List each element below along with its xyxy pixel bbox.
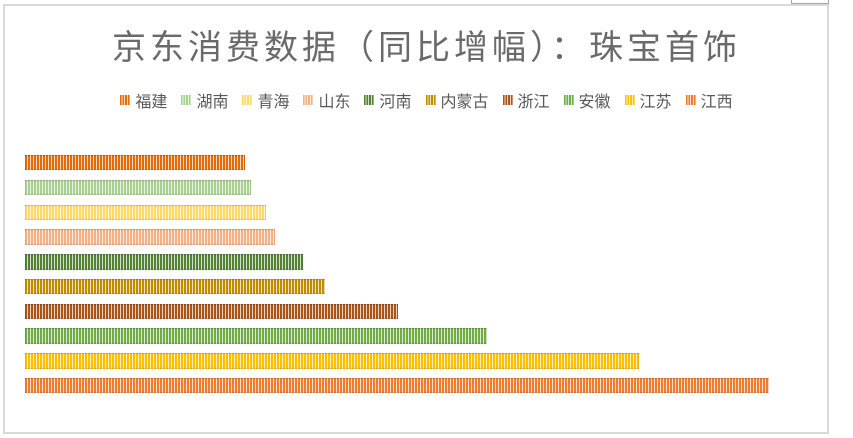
legend-item-jiangxi[interactable]: 江西 [685,88,733,112]
bar-plot-area [25,155,825,403]
legend-label: 江苏 [639,94,672,111]
legend-swatch-icon [242,95,253,105]
legend-swatch-icon [181,95,192,105]
legend-item-neimenggu[interactable]: 内蒙古 [425,88,489,112]
legend-swatch-icon [563,95,574,105]
bar-jiangsu[interactable] [25,353,639,369]
legend-label: 浙江 [517,94,550,111]
legend-label: 内蒙古 [440,94,489,111]
bar-anhui[interactable] [25,328,488,344]
legend-label: 安徽 [578,94,611,111]
legend-item-shandong[interactable]: 山东 [303,88,350,112]
legend-label: 河南 [379,94,412,111]
legend-label: 江西 [700,94,733,111]
legend-swatch-icon [425,95,436,105]
legend-swatch-icon [364,95,375,105]
bar-henan[interactable] [25,254,304,270]
bar-qinghai[interactable] [25,204,267,220]
legend-item-qinghai[interactable]: 青海 [242,88,289,112]
bar-fujian[interactable] [25,155,246,171]
bar-jiangxi[interactable] [25,378,769,394]
legend-label: 青海 [257,94,290,111]
legend-swatch-icon [502,95,513,105]
legend-swatch-icon [685,95,696,105]
legend-item-henan[interactable]: 河南 [364,88,412,112]
bar-hunan[interactable] [25,179,252,196]
legend-label: 湖南 [196,94,229,111]
bar-neimenggu[interactable] [25,278,325,295]
legend-swatch-icon [624,95,635,105]
legend-swatch-icon [303,95,314,105]
legend-item-hunan[interactable]: 湖南 [181,88,228,112]
bar-zhejiang[interactable] [25,303,398,320]
legend-label: 山东 [318,94,351,111]
legend-item-fujian[interactable]: 福建 [120,88,167,112]
bar-shandong[interactable] [25,229,275,245]
chart-title[interactable]: 京东消费数据（同比增幅）：珠宝首饰 [112,29,741,67]
clipped-cell-box [791,0,829,4]
legend-label: 福建 [135,94,168,111]
legend-item-jiangsu[interactable]: 江苏 [624,88,672,112]
legend: 福建 湖南 青海 山东 河南 内蒙古 浙江 安徽 江苏 江西 [0,88,853,112]
legend-item-anhui[interactable]: 安徽 [563,88,611,112]
legend-swatch-icon [120,95,131,105]
legend-item-zhejiang[interactable]: 浙江 [502,88,550,112]
